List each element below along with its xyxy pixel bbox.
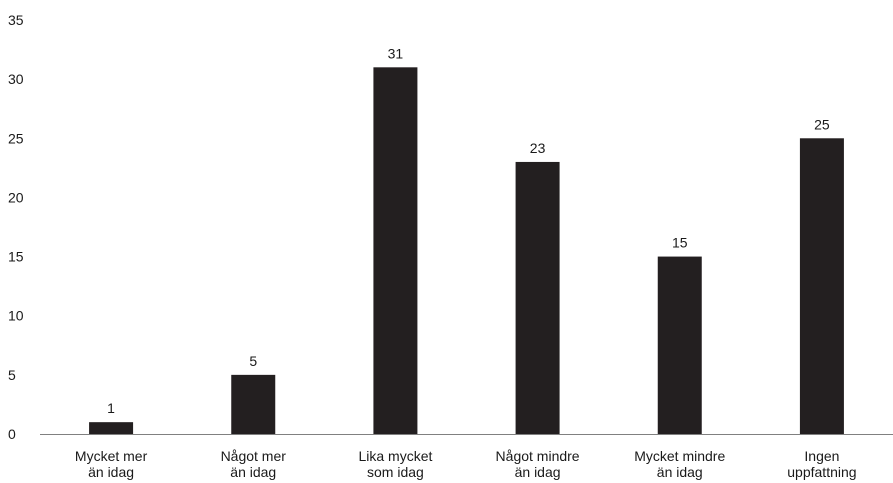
category-label: Något mer [221,448,287,464]
category-label: Mycket mer [75,448,148,464]
data-label: 23 [530,140,546,156]
category-label: än idag [657,464,703,480]
category-label: Ingen [804,448,839,464]
data-label: 15 [672,235,688,251]
data-label: 25 [814,116,830,132]
data-label: 1 [107,400,115,416]
category-label: som idag [367,464,424,480]
bar [89,422,134,434]
y-tick-label: 25 [8,130,24,146]
y-tick-label: 0 [8,426,16,442]
y-tick-label: 10 [8,308,24,324]
bar [657,256,702,434]
category-label: än idag [88,464,134,480]
y-axis-ticks: 0 5 10 15 20 25 30 35 [8,12,24,442]
data-label: 31 [388,45,404,61]
bar [373,67,418,435]
category-label: Lika mycket [358,448,432,464]
bar [231,374,276,434]
y-tick-label: 35 [8,12,24,28]
y-tick-label: 20 [8,189,24,205]
data-label: 5 [249,353,257,369]
category-label: Något mindre [496,448,580,464]
category-label: än idag [515,464,561,480]
y-tick-label: 15 [8,249,24,265]
bars [89,67,844,435]
bar [799,138,844,435]
category-label: än idag [230,464,276,480]
category-label: Mycket mindre [634,448,725,464]
y-tick-label: 30 [8,71,24,87]
bar [515,161,560,434]
y-tick-label: 5 [8,367,16,383]
category-label: uppfattning [787,464,856,480]
